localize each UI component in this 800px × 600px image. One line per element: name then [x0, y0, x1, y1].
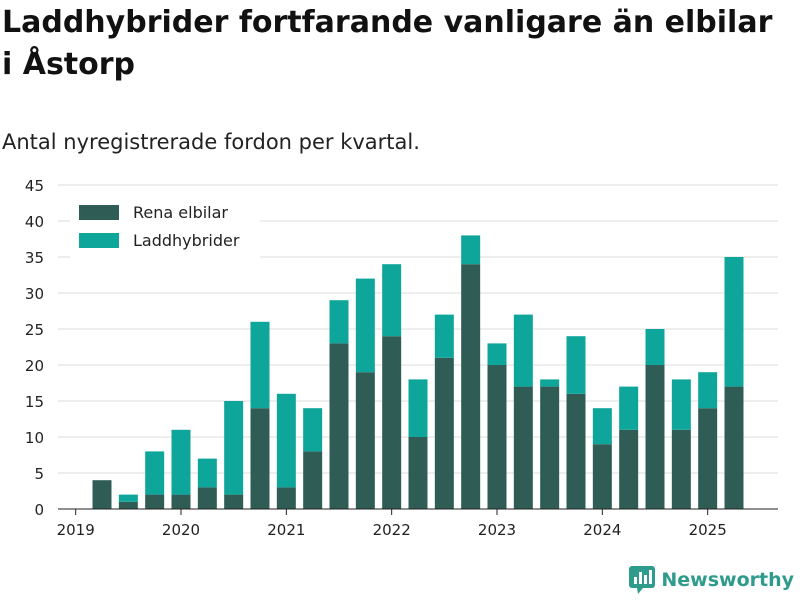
bar-laddhybrider [645, 329, 665, 365]
bar-rena-elbilar [671, 429, 691, 509]
bar-rena-elbilar [171, 494, 191, 509]
bar-laddhybrider [118, 494, 138, 502]
legend-label: Rena elbilar [133, 203, 228, 222]
bar-rena-elbilar [698, 408, 718, 509]
y-tick-label: 20 [25, 357, 44, 375]
bars [92, 235, 744, 509]
x-tick-label: 2021 [267, 521, 305, 539]
legend-swatch [79, 233, 119, 248]
bar-rena-elbilar [408, 437, 428, 509]
bar-rena-elbilar [434, 357, 454, 509]
bar-rena-elbilar [592, 444, 612, 509]
bar-laddhybrider [276, 393, 296, 488]
chart-subtitle: Antal nyregistrerade fordon per kvartal. [2, 130, 420, 154]
bar-laddhybrider [592, 408, 612, 445]
bar-rena-elbilar [197, 487, 217, 509]
bar-laddhybrider [408, 379, 428, 437]
bar-laddhybrider [540, 379, 560, 387]
bar-rena-elbilar [355, 372, 375, 509]
bar-laddhybrider [224, 401, 244, 495]
chart-title: Laddhybrider fortfarande vanligare än el… [2, 5, 773, 82]
x-tick-label: 2022 [373, 521, 411, 539]
bar-laddhybrider [671, 379, 691, 430]
bar-rena-elbilar [145, 494, 165, 509]
y-tick-label: 15 [25, 393, 44, 411]
bar-laddhybrider [329, 300, 349, 344]
legend: Rena elbilar Laddhybrider [70, 196, 260, 258]
bar-rena-elbilar [461, 264, 481, 509]
bar-rena-elbilar [619, 429, 639, 509]
bar-laddhybrider [171, 429, 191, 495]
bar-rena-elbilar [250, 408, 270, 509]
brand-name: Newsworthy [661, 569, 794, 591]
bar-rena-elbilar [118, 501, 138, 509]
legend-label: Laddhybrider [133, 231, 240, 250]
y-tick-label: 30 [25, 285, 44, 303]
bar-rena-elbilar [224, 494, 244, 509]
bar-laddhybrider [355, 278, 375, 373]
y-tick-label: 35 [25, 249, 44, 267]
y-axis: 0 5 10 15 20 25 30 35 40 45 [25, 177, 44, 519]
x-tick-label: 2024 [583, 521, 621, 539]
y-tick-label: 0 [34, 501, 44, 519]
bar-laddhybrider [197, 458, 217, 488]
bar-laddhybrider [382, 264, 402, 337]
bar-laddhybrider [698, 372, 718, 409]
bar-laddhybrider [487, 343, 507, 365]
y-tick-label: 40 [25, 213, 44, 231]
x-tick-label: 2025 [689, 521, 727, 539]
bar-laddhybrider [566, 336, 586, 394]
bar-laddhybrider [145, 451, 165, 495]
bar-laddhybrider [303, 408, 323, 452]
bar-laddhybrider [619, 386, 639, 430]
bar-rena-elbilar [92, 480, 112, 509]
bar-laddhybrider [461, 235, 481, 265]
x-tick-label: 2019 [57, 521, 95, 539]
bar-chart-logo-icon [629, 566, 656, 594]
bar-rena-elbilar [540, 386, 560, 509]
bar-laddhybrider [434, 314, 454, 358]
x-tick-label: 2020 [162, 521, 200, 539]
bar-rena-elbilar [329, 343, 349, 509]
bar-rena-elbilar [724, 386, 744, 509]
y-tick-label: 45 [25, 177, 44, 195]
bar-rena-elbilar [645, 365, 665, 509]
bar-rena-elbilar [303, 451, 323, 509]
y-tick-label: 10 [25, 429, 44, 447]
bar-laddhybrider [513, 314, 533, 387]
y-tick-label: 25 [25, 321, 44, 339]
bar-rena-elbilar [276, 487, 296, 509]
y-tick-label: 5 [34, 465, 44, 483]
bar-rena-elbilar [382, 336, 402, 509]
bar-laddhybrider [724, 257, 744, 387]
brand-logo: Newsworthy [629, 566, 794, 594]
bar-laddhybrider [250, 321, 270, 409]
bar-rena-elbilar [487, 365, 507, 509]
x-tick-label: 2023 [478, 521, 516, 539]
bar-rena-elbilar [513, 386, 533, 509]
legend-swatch [79, 205, 119, 220]
x-axis: 2019 2020 2021 2022 2023 2024 2025 [57, 509, 727, 539]
bar-rena-elbilar [566, 393, 586, 509]
